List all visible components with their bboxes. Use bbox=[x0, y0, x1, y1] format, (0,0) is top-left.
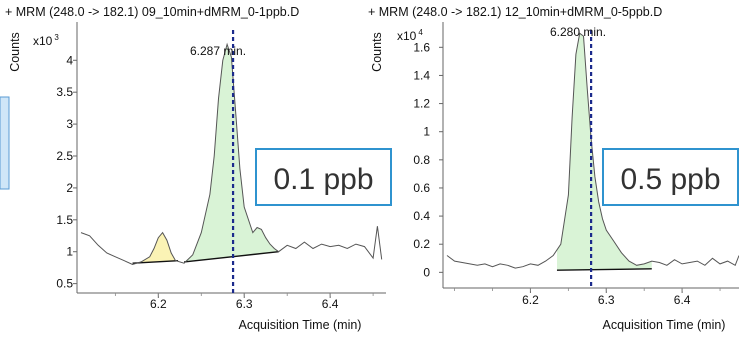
x-tick-label: 6.4 bbox=[322, 297, 339, 311]
left-edge-panel bbox=[0, 96, 10, 190]
chart-panel-1: + MRM (248.0 -> 182.1) 09_10min+dMRM_0-1… bbox=[5, 5, 392, 332]
peak-area bbox=[184, 44, 279, 262]
y-tick-label: 0.6 bbox=[413, 181, 430, 195]
concentration-label: 0.1 ppb bbox=[273, 163, 373, 196]
y-exponent-label: x10 3 bbox=[33, 33, 59, 48]
chromatogram-trace bbox=[80, 42, 383, 266]
peak-baseline bbox=[132, 259, 179, 264]
y-tick-label: 2 bbox=[66, 181, 73, 195]
y-axis-label: Counts bbox=[370, 32, 384, 72]
y-tick-label: 0.2 bbox=[413, 237, 430, 251]
x-axis-label: Acquisition Time (min) bbox=[603, 318, 726, 332]
y-tick-label: 1.2 bbox=[413, 97, 430, 111]
concentration-box bbox=[602, 148, 739, 206]
chart-title: + MRM (248.0 -> 182.1) 12_10min+dMRM_0-5… bbox=[368, 5, 662, 19]
chart-title: + MRM (248.0 -> 182.1) 09_10min+dMRM_0-1… bbox=[5, 5, 299, 19]
y-exponent-label: x10 4 bbox=[397, 28, 423, 43]
concentration-label: 0.5 ppb bbox=[620, 163, 720, 196]
y-tick-label: 3 bbox=[66, 117, 73, 131]
y-tick-label: 2.5 bbox=[56, 149, 73, 163]
y-tick-label: 1 bbox=[423, 125, 430, 139]
y-exponent-base: x10 bbox=[33, 34, 53, 48]
peak-area bbox=[557, 33, 652, 271]
y-tick-label: 1.4 bbox=[413, 68, 430, 82]
x-tick-label: 6.2 bbox=[150, 297, 167, 311]
y-tick-label: 0.8 bbox=[413, 153, 430, 167]
y-tick-label: 0 bbox=[423, 265, 430, 279]
y-tick-label: 1 bbox=[66, 245, 73, 259]
y-tick-label: 4 bbox=[66, 53, 73, 67]
peak-area bbox=[132, 232, 179, 264]
x-tick-label: 6.3 bbox=[598, 293, 615, 307]
y-exponent-power: 3 bbox=[54, 33, 59, 42]
chart-panel-2: + MRM (248.0 -> 182.1) 12_10min+dMRM_0-5… bbox=[368, 5, 739, 332]
peak-baseline bbox=[184, 251, 279, 263]
y-tick-label: 0.4 bbox=[413, 209, 430, 223]
peak-baseline bbox=[556, 268, 652, 271]
x-tick-label: 6.3 bbox=[236, 297, 253, 311]
x-tick-label: 6.4 bbox=[674, 293, 691, 307]
y-tick-label: 0.5 bbox=[56, 277, 73, 291]
x-axis-label: Acquisition Time (min) bbox=[239, 318, 362, 332]
y-exponent-base: x10 bbox=[397, 29, 417, 43]
y-tick-label: 1.5 bbox=[56, 213, 73, 227]
y-exponent-power: 4 bbox=[418, 28, 423, 37]
x-tick-label: 6.2 bbox=[522, 293, 539, 307]
retention-time-label: 6.280 min. bbox=[550, 25, 606, 39]
y-tick-label: 1.6 bbox=[413, 40, 430, 54]
y-axis-label: Counts bbox=[8, 32, 22, 72]
concentration-box bbox=[255, 148, 392, 206]
y-tick-label: 3.5 bbox=[56, 85, 73, 99]
retention-time-label: 6.287 min. bbox=[190, 44, 246, 58]
